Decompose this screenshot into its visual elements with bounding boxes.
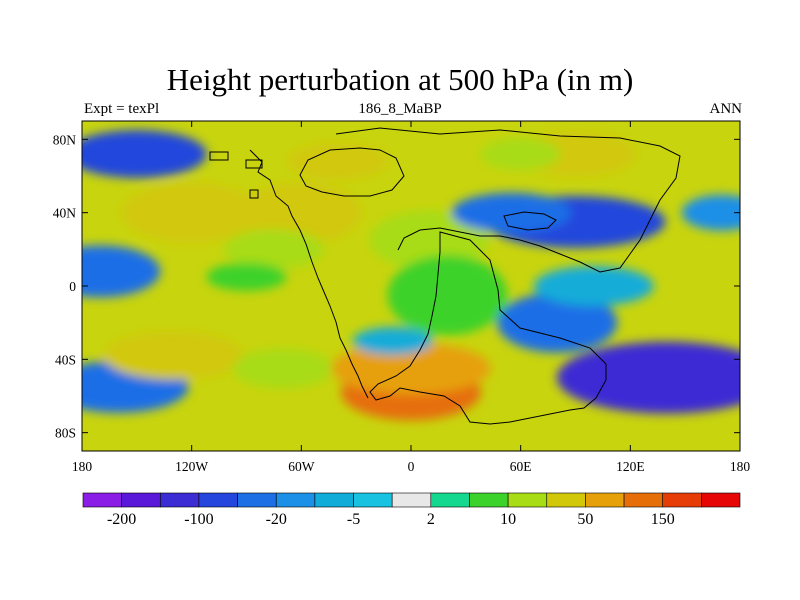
y-tick-label: 80S (55, 426, 76, 441)
y-tick-label: 40N (53, 206, 77, 221)
x-tick-label: 120E (616, 459, 645, 474)
coastline-island-3 (249, 189, 259, 199)
y-tick-label: 0 (69, 279, 76, 294)
colorbar-swatch (701, 492, 741, 508)
anomaly-center (369, 210, 490, 271)
case-label: 186_8_MaBP (358, 101, 442, 117)
colorbar-swatch (585, 492, 625, 508)
page-title: Height perturbation at 500 hPa (in m) (166, 62, 634, 97)
anomaly-center (681, 194, 740, 231)
coastline-greenland (299, 147, 405, 197)
anomaly-center (556, 341, 740, 414)
colorbar-label: -20 (266, 511, 287, 528)
anomaly-center (451, 192, 572, 233)
colorbar-swatch (159, 492, 200, 508)
coastline-eurasia (335, 127, 681, 273)
coastline-tibet (503, 211, 557, 231)
colorbar-label: 2 (427, 511, 435, 528)
anomaly-center (233, 348, 334, 389)
colorbar-label: -100 (184, 511, 213, 528)
colorbar-label: 10 (500, 511, 516, 528)
colorbar-label: 150 (651, 511, 675, 528)
x-tick-label: 60E (510, 459, 532, 474)
coastline-island-2 (245, 159, 263, 169)
y-axis-labels: 80N 40N 0 40S 80S (53, 132, 77, 440)
colorbar-swatch (353, 492, 393, 508)
anomaly-center (352, 327, 433, 355)
colorbar-label: -5 (347, 511, 360, 528)
x-axis-labels: 180 120W 60W 0 60E 120E 180 (72, 459, 751, 474)
coastline-africa (369, 231, 607, 425)
colorbar-swatch (469, 492, 509, 508)
anomaly-center (241, 182, 362, 243)
season-label: ANN (709, 101, 743, 117)
anomaly-center (206, 262, 287, 291)
anomaly-center (223, 229, 324, 270)
anomaly-center (82, 245, 161, 298)
colorbar-swatch (198, 492, 238, 508)
colorbar-swatch (121, 492, 161, 508)
colorbar-swatch (430, 492, 470, 508)
continent-outlines (209, 127, 681, 425)
anomaly-center (82, 130, 207, 178)
anomaly-center (121, 182, 262, 243)
colorbar-swatch (546, 492, 586, 508)
anomaly-center (287, 143, 388, 180)
colorbar-swatch (314, 492, 354, 508)
x-tick-label: 0 (408, 459, 415, 474)
height-field (82, 121, 740, 451)
colorbar-swatch (275, 492, 316, 508)
y-tick-label: 80N (53, 132, 77, 147)
colorbar-swatch (623, 492, 664, 508)
colorbar-swatch (237, 492, 277, 508)
anomaly-center (497, 292, 618, 353)
colorbar-swatch (391, 492, 432, 508)
x-tick-label: 60W (288, 459, 315, 474)
axis-ticks (81, 121, 741, 451)
anomaly-center (387, 255, 508, 336)
anomaly-center (533, 266, 654, 306)
x-tick-label: 180 (730, 459, 751, 474)
colorbar-swatch (507, 492, 548, 508)
coastline-island-1 (209, 151, 229, 161)
colorbar-label: -200 (107, 511, 136, 528)
anomaly-center (480, 138, 561, 170)
x-tick-label: 180 (72, 459, 93, 474)
colorbar-swatch (82, 492, 122, 508)
coastline-americas (249, 149, 369, 399)
colorbar-label: 50 (577, 511, 593, 528)
anomaly-center (103, 331, 244, 380)
colorbar-swatch (662, 492, 702, 508)
x-tick-label: 120W (175, 459, 208, 474)
anomaly-center (331, 342, 491, 395)
experiment-label: Expt = texPl (84, 101, 160, 117)
y-tick-label: 40S (55, 352, 76, 367)
colorbar: -200 -100 -20 -5 2 10 50 150 (82, 492, 741, 528)
